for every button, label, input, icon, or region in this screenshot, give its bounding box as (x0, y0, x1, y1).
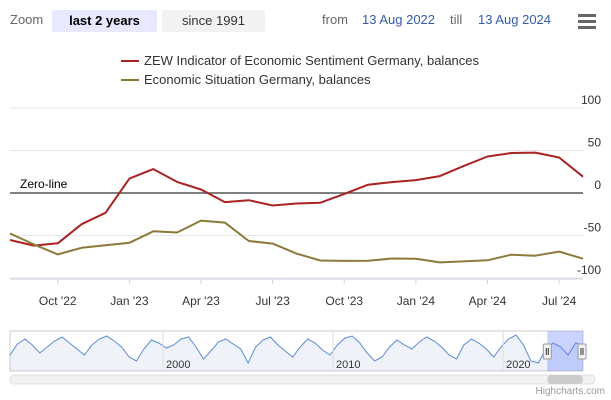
x-tick-label: Jul '23 (255, 294, 290, 308)
navigator-label: 2020 (506, 359, 530, 371)
y-tick-label: -100 (577, 263, 601, 277)
y-tick-label: -50 (584, 221, 602, 235)
navigator-selection[interactable] (547, 331, 583, 371)
x-tick-label: Oct '23 (325, 294, 363, 308)
scrollbar-thumb[interactable] (547, 375, 583, 384)
x-tick-label: Oct '22 (39, 294, 77, 308)
navigator-series-line (9, 334, 584, 365)
x-tick-label: Jul '24 (542, 294, 577, 308)
navigator-series-area (10, 335, 583, 371)
from-label: from (322, 12, 348, 27)
highcharts-credits[interactable]: Highcharts.com (535, 386, 605, 397)
from-date-input[interactable]: 13 Aug 2022 (362, 12, 436, 27)
series-line-zew-sentiment[interactable] (9, 151, 584, 247)
legend-swatch-zew-sentiment (121, 59, 139, 62)
legend-swatch-economic-situation (121, 78, 139, 81)
x-tick-label: Apr '24 (469, 294, 507, 308)
hamburger-menu-icon[interactable] (578, 14, 596, 30)
till-label: till (450, 12, 463, 27)
y-tick-label: 100 (581, 93, 601, 107)
legend-label-economic-situation: Economic Situation Germany, balances (144, 72, 371, 87)
navigator-right-handle[interactable] (577, 343, 587, 360)
legend-item-zew-sentiment[interactable]: ZEW Indicator of Economic Sentiment Germ… (121, 53, 479, 68)
series-line-economic-situation[interactable] (9, 219, 584, 264)
zero-line-label: Zero-line (20, 177, 68, 191)
zoom-since-1991-button[interactable]: since 1991 (162, 10, 265, 32)
navigator-label: 2010 (336, 359, 360, 371)
x-tick-label: Jan '23 (110, 294, 149, 308)
till-date-input[interactable]: 13 Aug 2024 (478, 12, 552, 27)
legend-label-zew-sentiment: ZEW Indicator of Economic Sentiment Germ… (144, 53, 480, 68)
y-tick-label: 0 (594, 178, 601, 192)
navigator-label: 2000 (166, 359, 190, 371)
legend-item-economic-situation[interactable]: Economic Situation Germany, balances (121, 72, 371, 87)
zoom-last-2-years-button[interactable]: last 2 years (52, 10, 157, 32)
y-tick-label: 50 (588, 136, 602, 150)
scrollbar-track[interactable] (9, 374, 596, 385)
x-tick-label: Jan '24 (397, 294, 436, 308)
navigator-left-handle[interactable] (542, 343, 552, 360)
zoom-label: Zoom (10, 12, 44, 27)
x-tick-label: Apr '23 (182, 294, 220, 308)
